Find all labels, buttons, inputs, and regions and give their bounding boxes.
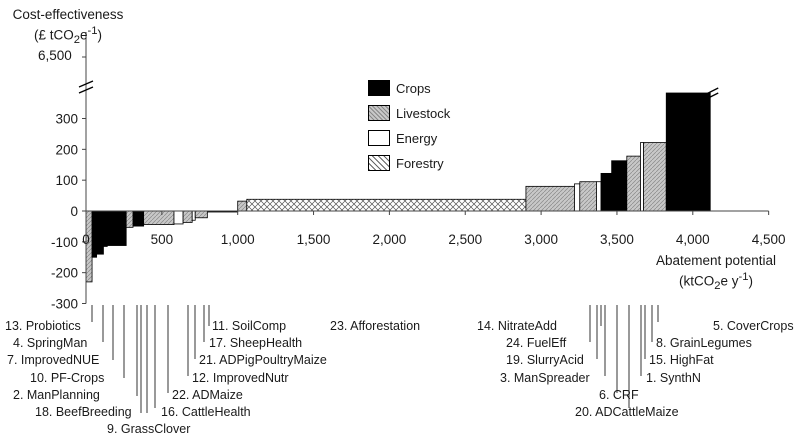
x-tick-label: 4,000 bbox=[676, 232, 710, 247]
bar-cattlehealth bbox=[143, 210, 175, 225]
measure-label: 17. SheepHealth bbox=[209, 336, 303, 350]
x-tick-label: 3,500 bbox=[600, 232, 634, 247]
measure-label: 24. FuelEff bbox=[506, 336, 567, 350]
x-axis-title-unit: (ktCO2e y-1) bbox=[678, 271, 754, 293]
bar-improvednutr bbox=[182, 210, 193, 223]
bar-improvednue bbox=[96, 210, 104, 255]
x-tick-label: 2,000 bbox=[373, 232, 407, 247]
legend-item-livestock: Livestock bbox=[368, 105, 450, 121]
y-tick-label: 300 bbox=[55, 112, 78, 127]
bar-admaize bbox=[173, 210, 184, 225]
measure-label: 7. ImprovedNUE bbox=[7, 353, 100, 367]
bar-afforestation bbox=[246, 198, 527, 212]
measure-label: 14. NitrateAdd bbox=[477, 319, 557, 333]
y-axis-title-line1: Cost-effectiveness bbox=[12, 7, 124, 22]
legend-label-crops: Crops bbox=[396, 80, 431, 96]
legend-item-forestry: Forestry bbox=[368, 155, 444, 171]
bar-slurryacid bbox=[579, 181, 597, 212]
x-tick-label: 3,000 bbox=[524, 232, 558, 247]
measure-label: 12. ImprovedNutr bbox=[192, 371, 289, 385]
measure-label: 18. BeefBreeding bbox=[35, 405, 132, 419]
bar-fueleff bbox=[574, 183, 581, 212]
bar-crf bbox=[600, 172, 613, 212]
bar-beefbreeding bbox=[125, 210, 134, 228]
bar-nitrateadd bbox=[525, 185, 575, 212]
legend: Crops Livestock Energy Forestry bbox=[368, 80, 488, 176]
measure-label: 8. GrainLegumes bbox=[656, 336, 752, 350]
y-tick-label: -100 bbox=[51, 235, 78, 250]
bar-adcattlemaize bbox=[611, 160, 628, 212]
bar-synthn bbox=[626, 155, 641, 212]
bar-manplanning bbox=[106, 210, 127, 246]
x-tick-label: 1,000 bbox=[221, 232, 255, 247]
legend-label-forestry: Forestry bbox=[396, 155, 444, 171]
bar-sheephealth bbox=[194, 210, 208, 219]
y-tick-label: 200 bbox=[55, 142, 78, 157]
measure-label: 13. Probiotics bbox=[5, 319, 81, 333]
legend-item-energy: Energy bbox=[368, 130, 437, 146]
bar-manspreader bbox=[596, 181, 602, 212]
bar-pf-crops bbox=[103, 210, 108, 247]
y-tick-label: -300 bbox=[51, 296, 78, 311]
measure-label: 19. SlurryAcid bbox=[506, 353, 584, 367]
x-tick-label: 500 bbox=[151, 232, 174, 247]
x-axis-title-line1: Abatement potential bbox=[655, 253, 777, 268]
legend-item-crops: Crops bbox=[368, 80, 431, 96]
measure-label: 23. Afforestation bbox=[330, 319, 421, 333]
bar-grainlegumes bbox=[643, 142, 667, 212]
y-axis-title-unit: (£ tCO2e-1) bbox=[33, 25, 103, 47]
measure-label: 1. SynthN bbox=[646, 371, 701, 385]
bar-grassclover bbox=[132, 210, 145, 227]
y-tick-label: 100 bbox=[55, 173, 78, 188]
measure-label: 4. SpringMan bbox=[13, 336, 88, 350]
measure-label: 2. ManPlanning bbox=[13, 388, 100, 402]
legend-label-energy: Energy bbox=[396, 130, 438, 146]
legend-swatch-livestock bbox=[368, 105, 390, 121]
bar-covercrops bbox=[665, 92, 711, 212]
legend-swatch-forestry bbox=[368, 155, 390, 171]
measure-label: 20. ADCattleMaize bbox=[575, 405, 679, 419]
measure-label: 9. GrassClover bbox=[107, 422, 191, 436]
y-tick-label: 0 bbox=[70, 204, 78, 219]
bar-springman bbox=[91, 210, 98, 258]
measure-label: 6. CRF bbox=[599, 388, 639, 402]
legend-swatch-energy bbox=[368, 130, 390, 146]
x-tick-label: 0 bbox=[82, 232, 90, 247]
bar-unlabelled bbox=[237, 200, 248, 212]
measure-label: 10. PF-Crops bbox=[30, 371, 105, 385]
legend-swatch-crops bbox=[368, 80, 390, 96]
measure-label: 5. CoverCrops bbox=[713, 319, 794, 333]
y-axis-break-icon bbox=[78, 80, 94, 94]
y-break-label: 6,500 bbox=[38, 48, 72, 63]
x-tick-label: 1,500 bbox=[297, 232, 331, 247]
measure-label: 16. CattleHealth bbox=[161, 405, 251, 419]
measure-label: 22. ADMaize bbox=[172, 388, 243, 402]
y-axis-title: Cost-effectiveness (£ tCO2e-1) bbox=[8, 6, 128, 49]
measure-label: 11. SoilComp bbox=[212, 319, 287, 333]
measure-label: 21. ADPigPoultryMaize bbox=[199, 353, 327, 367]
legend-label-livestock: Livestock bbox=[396, 105, 451, 121]
measure-label: 15. HighFat bbox=[649, 353, 714, 367]
measure-label: 3. ManSpreader bbox=[500, 371, 590, 385]
y-tick-label: -200 bbox=[51, 266, 78, 281]
x-tick-label: 4,500 bbox=[752, 232, 786, 247]
bar-highfat bbox=[640, 142, 644, 212]
x-tick-label: 2,500 bbox=[448, 232, 482, 247]
x-axis-title: Abatement potential (ktCO2e y-1) bbox=[646, 252, 786, 295]
bar-adpigpoultrymaize bbox=[191, 210, 196, 221]
bar-break-icon bbox=[701, 87, 719, 102]
